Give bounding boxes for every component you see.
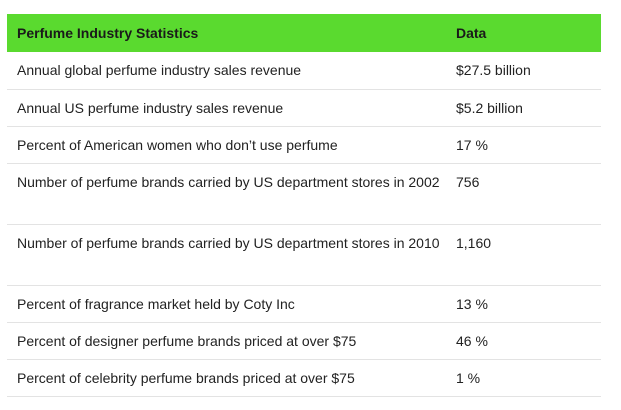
table-row: Number of perfume brands carried by US d… [7,224,601,286]
row-label: Percent of American women who don’t use … [7,126,447,164]
row-value: 1 % [447,359,601,397]
row-label: Annual US perfume industry sales revenue [7,89,447,127]
table-row: Annual US perfume industry sales revenue… [7,89,601,127]
row-value: 46 % [447,322,601,360]
table-header-row: Perfume Industry Statistics Data [7,14,601,52]
row-value: 13 % [447,285,601,323]
row-label: Percent of designer perfume brands price… [7,322,447,360]
table-row: Percent of fragrance market held by Coty… [7,285,601,323]
row-value: 756 [447,163,601,225]
table-row: Annual global perfume industry sales rev… [7,52,601,90]
row-value: 1,160 [447,224,601,286]
row-value: $27.5 billion [447,52,601,90]
row-label: Annual global perfume industry sales rev… [7,52,447,90]
table-row: Percent of celebrity perfume brands pric… [7,359,601,397]
perfume-statistics-table: Perfume Industry Statistics Data Annual … [7,14,601,397]
row-value: $5.2 billion [447,89,601,127]
row-label: Percent of fragrance market held by Coty… [7,285,447,323]
table-row: Percent of American women who don’t use … [7,126,601,164]
statistics-table-container: Perfume Industry Statistics Data Annual … [7,14,601,397]
header-data: Data [456,25,487,41]
row-label: Percent of celebrity perfume brands pric… [7,359,447,397]
row-value: 17 % [447,126,601,164]
table-row: Percent of designer perfume brands price… [7,322,601,360]
table-row: Number of perfume brands carried by US d… [7,163,601,225]
row-label: Number of perfume brands carried by US d… [7,163,447,225]
row-label: Number of perfume brands carried by US d… [7,224,447,286]
header-statistic: Perfume Industry Statistics [17,25,199,41]
